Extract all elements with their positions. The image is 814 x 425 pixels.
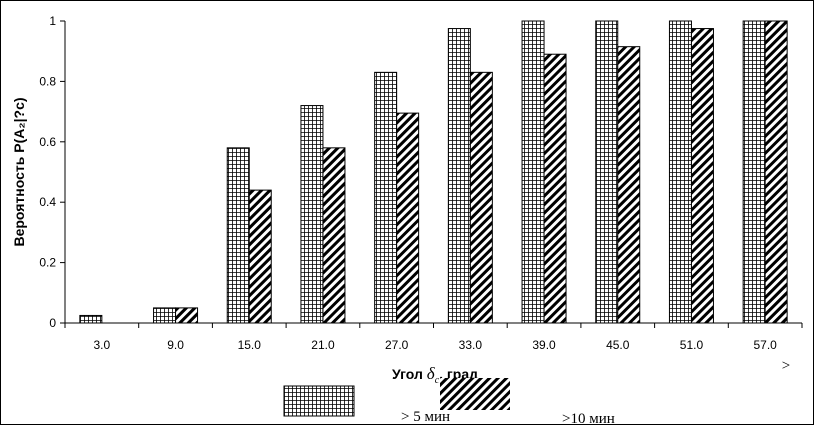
bar-10min [690, 28, 714, 324]
bar-5min [668, 20, 692, 324]
bar-5min [521, 20, 545, 324]
bar-5min [374, 71, 398, 324]
plot-area: 0 0.2 0.4 0.6 0.8 1 3.0 9.0 15.0 21.0 27.0 33.0 39.… [39, 14, 803, 352]
x-tick-label: 51.0 [680, 338, 704, 352]
legend-label-10min: >10 мин [562, 411, 615, 425]
bar-5min [226, 147, 250, 324]
bar-5min [300, 105, 324, 324]
bar-10min [543, 53, 567, 324]
x-tick-label: 27.0 [385, 338, 409, 352]
x-tick-label: 57.0 [753, 338, 777, 352]
y-axis-title: Вероятность P(A₂|?c) [11, 97, 27, 246]
bar-10min [175, 307, 199, 324]
bar-10min [764, 20, 788, 324]
bar-10min [248, 189, 272, 324]
x-tick-label: 39.0 [532, 338, 556, 352]
x-tick-label: 21.0 [311, 338, 335, 352]
x-ticks: 3.0 9.0 15.0 21.0 27.0 33.0 39.0 45.0 51.0 57.0 [64, 323, 803, 352]
x-tick-label: 45.0 [606, 338, 630, 352]
y-tick-label: 1 [49, 14, 56, 28]
y-tick-label: 0 [49, 316, 56, 330]
y-ticks: 0 0.2 0.4 0.6 0.8 1 [39, 14, 65, 330]
x-tick-label: 9.0 [167, 338, 184, 352]
legend-label-5min: > 5 мин [401, 409, 450, 425]
y-tick-label: 0.8 [39, 74, 56, 88]
bar-5min [79, 314, 103, 324]
legend-swatch-10min [440, 378, 510, 410]
bar-10min [396, 112, 420, 324]
bar-5min [153, 307, 177, 324]
x-tick-label: 33.0 [459, 338, 483, 352]
y-tick-label: 0.2 [39, 256, 56, 270]
x-tick-label: 3.0 [94, 338, 111, 352]
bar-10min [617, 46, 641, 324]
legend-swatch-5min [283, 385, 355, 417]
y-tick-label: 0.4 [39, 195, 56, 209]
bar-10min [322, 147, 346, 324]
bar-5min [595, 20, 619, 324]
stray-mark: > [782, 358, 790, 374]
delta-symbol: δ [427, 364, 436, 383]
legend: > 5 мин >10 мин [283, 378, 615, 425]
bars [79, 20, 788, 324]
bar-10min [469, 71, 493, 324]
bar-5min [447, 28, 471, 324]
bar-5min [742, 20, 766, 324]
x-tick-label: 15.0 [238, 338, 262, 352]
y-tick-label: 0.6 [39, 135, 56, 149]
